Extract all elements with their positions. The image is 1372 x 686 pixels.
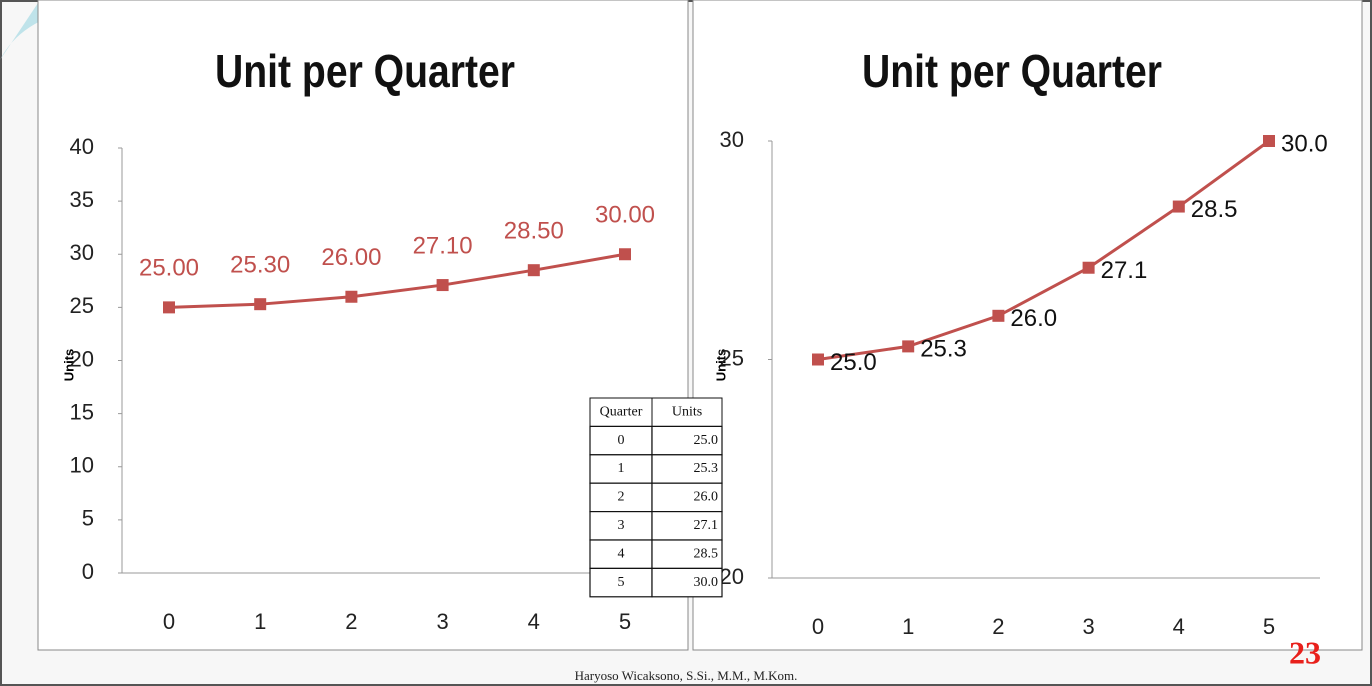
x-tick-label: 0 xyxy=(163,609,175,634)
x-tick-label: 0 xyxy=(812,614,824,639)
data-point xyxy=(436,279,449,292)
x-tick-label: 4 xyxy=(1173,614,1185,639)
data-label: 25.0 xyxy=(830,349,877,376)
page-number: 23 xyxy=(1289,634,1321,670)
data-label: 26.0 xyxy=(1010,305,1057,332)
y-axis-label: Units xyxy=(61,349,76,382)
data-label: 27.10 xyxy=(413,232,473,259)
table-value: 5 xyxy=(618,575,625,590)
table-cell xyxy=(589,539,653,569)
y-tick-label: 0 xyxy=(82,559,94,584)
data-label: 28.5 xyxy=(1191,196,1238,223)
footer: Haryoso Wicaksono, S.Si., M.M., M.Kom. xyxy=(575,668,798,683)
table-cell xyxy=(651,397,723,427)
table-value: 25.0 xyxy=(694,433,719,448)
chart-panel xyxy=(37,0,689,651)
table-header: Units xyxy=(672,404,702,419)
x-tick-label: 5 xyxy=(1263,614,1275,639)
y-tick-label: 20 xyxy=(70,346,94,371)
table-value: 27.1 xyxy=(694,518,719,533)
y-tick-label: 20 xyxy=(720,564,744,589)
table-value: 1 xyxy=(618,461,625,476)
y-tick-label: 15 xyxy=(70,399,94,424)
data-point xyxy=(163,301,175,314)
table-value: 3 xyxy=(618,518,625,533)
y-tick-label: 5 xyxy=(82,506,94,531)
table-value: 28.5 xyxy=(694,546,719,561)
x-tick-label: 3 xyxy=(1082,614,1094,639)
y-tick-label: 30 xyxy=(720,127,744,152)
data-label: 25.00 xyxy=(139,255,199,282)
series-line xyxy=(817,139,1270,361)
x-tick-label: 2 xyxy=(345,609,357,634)
data-label: 30.0 xyxy=(1281,130,1328,157)
data-point xyxy=(254,298,267,311)
table-value: 0 xyxy=(618,433,625,448)
data-point xyxy=(1263,135,1275,147)
data-point xyxy=(992,309,1005,322)
chart-title: Unit per Quarter xyxy=(862,45,1162,97)
data-label: 25.30 xyxy=(230,252,290,279)
x-tick-label: 1 xyxy=(254,609,266,634)
x-tick-label: 1 xyxy=(902,614,914,639)
y-tick-label: 25 xyxy=(720,345,744,370)
x-tick-label: 4 xyxy=(528,609,540,634)
chart-panel xyxy=(692,0,1363,651)
y-axis-label: Units xyxy=(713,349,728,382)
data-label: 30.00 xyxy=(595,202,655,229)
y-tick-label: 35 xyxy=(70,187,94,212)
series-line xyxy=(168,252,626,309)
data-label: 25.3 xyxy=(920,336,967,363)
x-tick-label: 2 xyxy=(992,614,1004,639)
table-value: 4 xyxy=(618,546,625,561)
y-tick-label: 40 xyxy=(70,134,94,159)
data-point xyxy=(1082,261,1095,274)
table-cell xyxy=(651,567,723,598)
chart-title: Unit per Quarter xyxy=(215,45,515,97)
data-point xyxy=(527,264,540,277)
data-point xyxy=(1172,200,1185,213)
data-point xyxy=(619,248,631,261)
y-tick-label: 25 xyxy=(70,293,94,318)
table-cell xyxy=(651,539,723,569)
x-tick-label: 5 xyxy=(619,609,631,634)
y-tick-label: 10 xyxy=(70,453,94,478)
x-tick-label: 3 xyxy=(436,609,448,634)
data-label: 26.00 xyxy=(321,244,381,271)
data-label: 28.50 xyxy=(504,218,564,245)
data-point xyxy=(345,290,358,303)
table-value: 25.3 xyxy=(694,461,719,476)
table-cell xyxy=(589,567,653,598)
table-header: Quarter xyxy=(600,404,643,419)
table-cell xyxy=(651,425,723,456)
table-value: 26.0 xyxy=(694,490,719,505)
data-label: 27.1 xyxy=(1101,257,1148,284)
table-value: 30.0 xyxy=(694,575,719,590)
table-value: 2 xyxy=(618,490,625,505)
data-point xyxy=(902,340,915,353)
table-cell xyxy=(589,454,653,484)
y-tick-label: 30 xyxy=(70,240,94,265)
data-point xyxy=(812,353,824,366)
